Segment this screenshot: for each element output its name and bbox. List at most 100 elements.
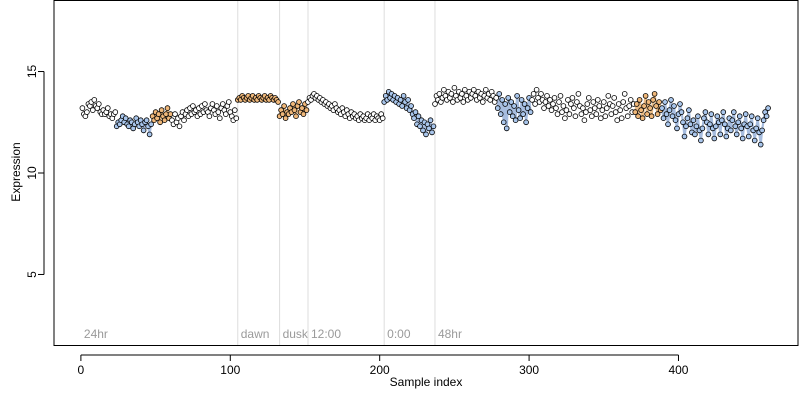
data-point bbox=[523, 119, 529, 126]
data-point bbox=[712, 123, 719, 130]
data-point bbox=[602, 113, 609, 119]
data-point bbox=[545, 103, 552, 109]
data-point bbox=[588, 113, 595, 119]
y-tick-label: 10 bbox=[25, 166, 39, 180]
data-point bbox=[215, 109, 222, 115]
data-point bbox=[408, 103, 414, 109]
data-point bbox=[733, 131, 740, 138]
data-point bbox=[553, 105, 559, 111]
phase-label: 12:00 bbox=[311, 327, 341, 341]
data-point bbox=[593, 111, 600, 117]
data-point bbox=[580, 105, 586, 111]
data-point bbox=[554, 111, 561, 117]
data-point bbox=[669, 113, 676, 119]
y-axis: 5 10 15 bbox=[25, 65, 45, 278]
data-point bbox=[684, 115, 691, 121]
data-point bbox=[626, 103, 632, 109]
data-point bbox=[518, 97, 525, 103]
data-point bbox=[161, 117, 168, 123]
data-point bbox=[547, 97, 553, 103]
data-point bbox=[692, 131, 698, 138]
data-point bbox=[656, 99, 662, 105]
data-point bbox=[632, 109, 638, 115]
data-point bbox=[660, 115, 667, 121]
data-point bbox=[450, 99, 456, 105]
data-point bbox=[140, 127, 147, 134]
data-point bbox=[574, 99, 580, 105]
data-point bbox=[665, 121, 671, 128]
data-point bbox=[487, 97, 494, 103]
data-point bbox=[559, 109, 565, 115]
data-point bbox=[569, 95, 576, 101]
data-point bbox=[699, 125, 706, 132]
data-point bbox=[206, 113, 213, 119]
data-point bbox=[503, 125, 510, 132]
y-tick-label: 5 bbox=[25, 271, 39, 278]
data-point bbox=[214, 103, 220, 109]
phase-label: dawn bbox=[241, 327, 270, 341]
data-point bbox=[556, 99, 562, 105]
data-point bbox=[303, 107, 310, 113]
data-point bbox=[202, 101, 208, 107]
data-point bbox=[566, 111, 573, 117]
data-point bbox=[500, 119, 507, 126]
data-point bbox=[548, 107, 555, 113]
data-point bbox=[633, 101, 640, 107]
data-point bbox=[698, 137, 704, 144]
y-tick-label: 15 bbox=[25, 65, 39, 79]
data-point bbox=[155, 111, 162, 117]
data-point bbox=[572, 113, 579, 119]
data-point bbox=[581, 117, 588, 123]
data-point bbox=[399, 103, 405, 109]
data-point bbox=[668, 97, 674, 103]
data-point bbox=[479, 99, 486, 105]
data-point bbox=[167, 111, 174, 117]
data-point bbox=[718, 117, 725, 123]
data-point bbox=[714, 113, 721, 119]
data-point bbox=[112, 109, 119, 115]
data-point bbox=[275, 99, 281, 105]
data-point bbox=[739, 135, 746, 142]
data-point bbox=[557, 93, 564, 99]
data-point bbox=[562, 115, 568, 121]
data-point bbox=[565, 97, 571, 103]
data-point bbox=[763, 113, 770, 119]
data-point bbox=[426, 125, 432, 132]
data-point bbox=[405, 97, 411, 103]
data-point bbox=[578, 111, 585, 117]
data-point bbox=[736, 113, 743, 119]
x-axis-label: Sample index bbox=[390, 375, 463, 389]
data-point bbox=[742, 111, 749, 117]
data-point bbox=[282, 115, 289, 121]
data-point bbox=[505, 95, 512, 101]
data-point bbox=[520, 111, 526, 117]
data-point bbox=[738, 125, 744, 132]
data-point bbox=[612, 109, 619, 115]
data-point bbox=[470, 87, 477, 93]
data-point bbox=[157, 119, 163, 126]
data-point bbox=[524, 105, 531, 111]
x-tick-label: 0 bbox=[78, 363, 85, 377]
data-point bbox=[683, 123, 689, 130]
data-point bbox=[596, 103, 603, 109]
data-point bbox=[666, 107, 673, 113]
data-point bbox=[693, 123, 700, 130]
phase-label: 48hr bbox=[438, 327, 462, 341]
phase-label: 0:00 bbox=[387, 327, 411, 341]
data-point bbox=[597, 115, 604, 121]
data-point bbox=[432, 101, 438, 107]
data-point bbox=[705, 131, 712, 138]
data-point bbox=[494, 105, 501, 111]
data-point bbox=[417, 123, 423, 130]
data-point bbox=[584, 101, 591, 107]
data-point bbox=[542, 99, 549, 105]
data-point bbox=[291, 107, 298, 113]
data-point bbox=[541, 105, 547, 111]
data-point bbox=[757, 141, 764, 148]
data-point bbox=[220, 101, 226, 107]
data-point bbox=[635, 113, 641, 119]
data-point bbox=[729, 117, 736, 123]
data-point-layer bbox=[79, 85, 771, 148]
data-point bbox=[702, 109, 709, 115]
data-point bbox=[759, 127, 765, 134]
